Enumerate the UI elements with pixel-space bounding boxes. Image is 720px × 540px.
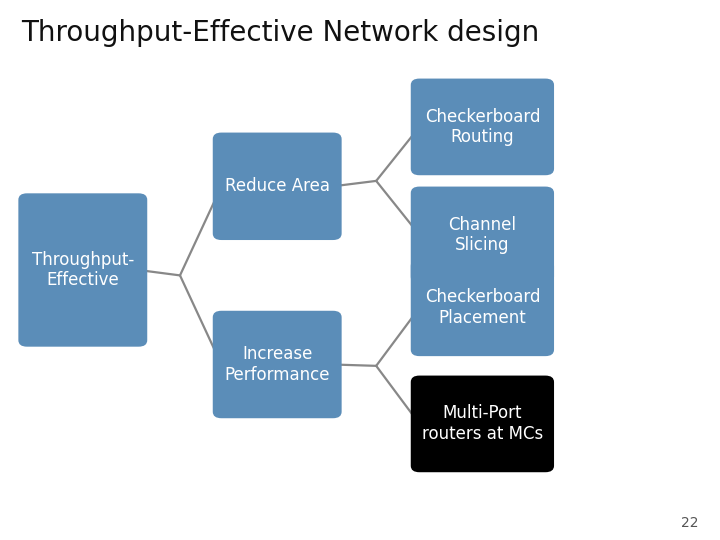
FancyBboxPatch shape xyxy=(213,133,341,240)
Text: Increase
Performance: Increase Performance xyxy=(225,345,330,384)
FancyBboxPatch shape xyxy=(410,187,554,283)
FancyBboxPatch shape xyxy=(410,78,554,175)
Text: Checkerboard
Placement: Checkerboard Placement xyxy=(425,288,540,327)
FancyBboxPatch shape xyxy=(213,311,341,418)
Text: Throughput-
Effective: Throughput- Effective xyxy=(32,251,134,289)
Text: Checkerboard
Routing: Checkerboard Routing xyxy=(425,107,540,146)
Text: 22: 22 xyxy=(681,516,698,530)
FancyBboxPatch shape xyxy=(410,260,554,356)
Text: Multi-Port
routers at MCs: Multi-Port routers at MCs xyxy=(422,404,543,443)
Text: Throughput-Effective Network design: Throughput-Effective Network design xyxy=(22,19,540,47)
Text: Reduce Area: Reduce Area xyxy=(225,177,330,195)
FancyBboxPatch shape xyxy=(19,193,147,347)
FancyBboxPatch shape xyxy=(410,376,554,472)
Text: Channel
Slicing: Channel Slicing xyxy=(449,215,516,254)
